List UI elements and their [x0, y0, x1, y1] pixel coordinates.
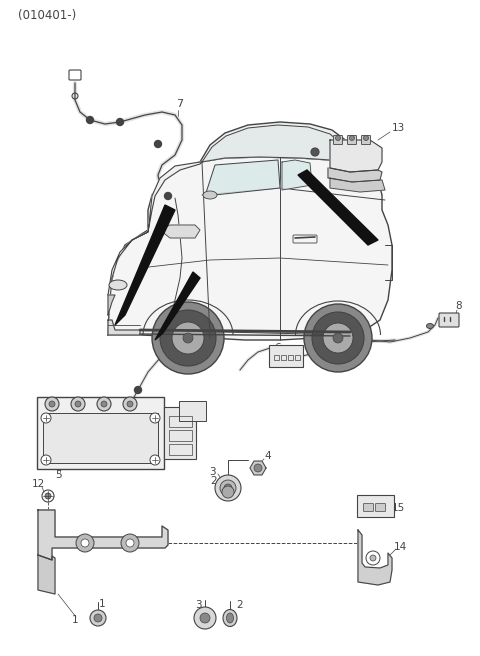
Circle shape — [86, 117, 94, 123]
Polygon shape — [330, 178, 385, 192]
FancyBboxPatch shape — [164, 407, 196, 459]
Circle shape — [150, 413, 160, 423]
Text: 3: 3 — [195, 600, 201, 610]
Text: 1: 1 — [72, 615, 78, 625]
Circle shape — [183, 333, 193, 343]
Polygon shape — [358, 530, 392, 585]
Circle shape — [366, 551, 380, 565]
Text: 7: 7 — [177, 99, 183, 109]
Circle shape — [45, 493, 51, 499]
Polygon shape — [115, 205, 175, 325]
Circle shape — [323, 323, 353, 353]
FancyBboxPatch shape — [334, 136, 343, 144]
Circle shape — [160, 310, 216, 366]
Circle shape — [41, 413, 51, 423]
Circle shape — [336, 136, 340, 140]
Circle shape — [94, 614, 102, 622]
Circle shape — [81, 539, 89, 547]
Circle shape — [152, 302, 224, 374]
Polygon shape — [38, 555, 55, 594]
Polygon shape — [160, 225, 200, 238]
Circle shape — [71, 397, 85, 411]
Circle shape — [134, 386, 142, 394]
Text: 6: 6 — [275, 343, 281, 353]
Circle shape — [150, 455, 160, 465]
Polygon shape — [108, 295, 115, 315]
Text: 5: 5 — [55, 470, 61, 480]
FancyBboxPatch shape — [439, 313, 459, 327]
Polygon shape — [298, 170, 378, 245]
Circle shape — [121, 534, 139, 552]
Circle shape — [304, 304, 372, 372]
Polygon shape — [108, 320, 140, 335]
Polygon shape — [108, 162, 202, 300]
Polygon shape — [202, 125, 352, 162]
Circle shape — [312, 312, 364, 364]
Circle shape — [126, 539, 134, 547]
FancyBboxPatch shape — [348, 136, 357, 144]
Text: 1: 1 — [99, 599, 105, 609]
Text: 15: 15 — [391, 503, 405, 513]
Circle shape — [222, 486, 234, 498]
Polygon shape — [108, 157, 392, 340]
FancyBboxPatch shape — [375, 504, 385, 512]
Polygon shape — [250, 461, 266, 475]
Ellipse shape — [109, 280, 127, 290]
Circle shape — [172, 322, 204, 354]
Polygon shape — [328, 168, 382, 182]
Polygon shape — [38, 510, 168, 560]
Text: 11: 11 — [292, 135, 305, 145]
Circle shape — [349, 136, 355, 140]
Circle shape — [194, 607, 216, 629]
Ellipse shape — [223, 609, 237, 626]
Text: 12: 12 — [31, 479, 45, 489]
Ellipse shape — [227, 613, 233, 623]
Circle shape — [117, 119, 123, 125]
Circle shape — [127, 401, 133, 407]
FancyBboxPatch shape — [37, 397, 164, 469]
Text: 4: 4 — [264, 451, 271, 461]
Polygon shape — [282, 160, 312, 190]
Circle shape — [75, 401, 81, 407]
Circle shape — [41, 455, 51, 465]
Text: (010401-): (010401-) — [18, 9, 76, 22]
Circle shape — [363, 136, 369, 140]
Text: 8: 8 — [456, 301, 462, 311]
Polygon shape — [205, 160, 280, 196]
FancyBboxPatch shape — [179, 401, 206, 421]
Circle shape — [45, 397, 59, 411]
Circle shape — [155, 140, 161, 148]
FancyBboxPatch shape — [361, 136, 371, 144]
Circle shape — [123, 397, 137, 411]
Circle shape — [311, 148, 319, 156]
Ellipse shape — [203, 191, 217, 199]
Circle shape — [215, 475, 241, 501]
Circle shape — [165, 192, 171, 199]
FancyBboxPatch shape — [357, 495, 394, 517]
Circle shape — [76, 534, 94, 552]
Circle shape — [254, 464, 262, 472]
FancyBboxPatch shape — [363, 504, 373, 512]
Ellipse shape — [427, 323, 433, 329]
Polygon shape — [200, 122, 355, 165]
Circle shape — [333, 333, 343, 343]
Text: 3: 3 — [209, 467, 216, 477]
Circle shape — [97, 397, 111, 411]
Text: 2: 2 — [237, 600, 243, 610]
Circle shape — [370, 555, 376, 561]
Text: 13: 13 — [392, 123, 405, 133]
Circle shape — [224, 484, 232, 492]
Text: 14: 14 — [394, 542, 407, 552]
Circle shape — [101, 401, 107, 407]
Circle shape — [49, 401, 55, 407]
FancyBboxPatch shape — [43, 413, 158, 463]
FancyBboxPatch shape — [269, 345, 303, 367]
Polygon shape — [330, 140, 382, 172]
Circle shape — [90, 610, 106, 626]
Text: 2: 2 — [211, 476, 217, 486]
Circle shape — [200, 613, 210, 623]
Circle shape — [220, 480, 236, 496]
Polygon shape — [155, 272, 200, 340]
